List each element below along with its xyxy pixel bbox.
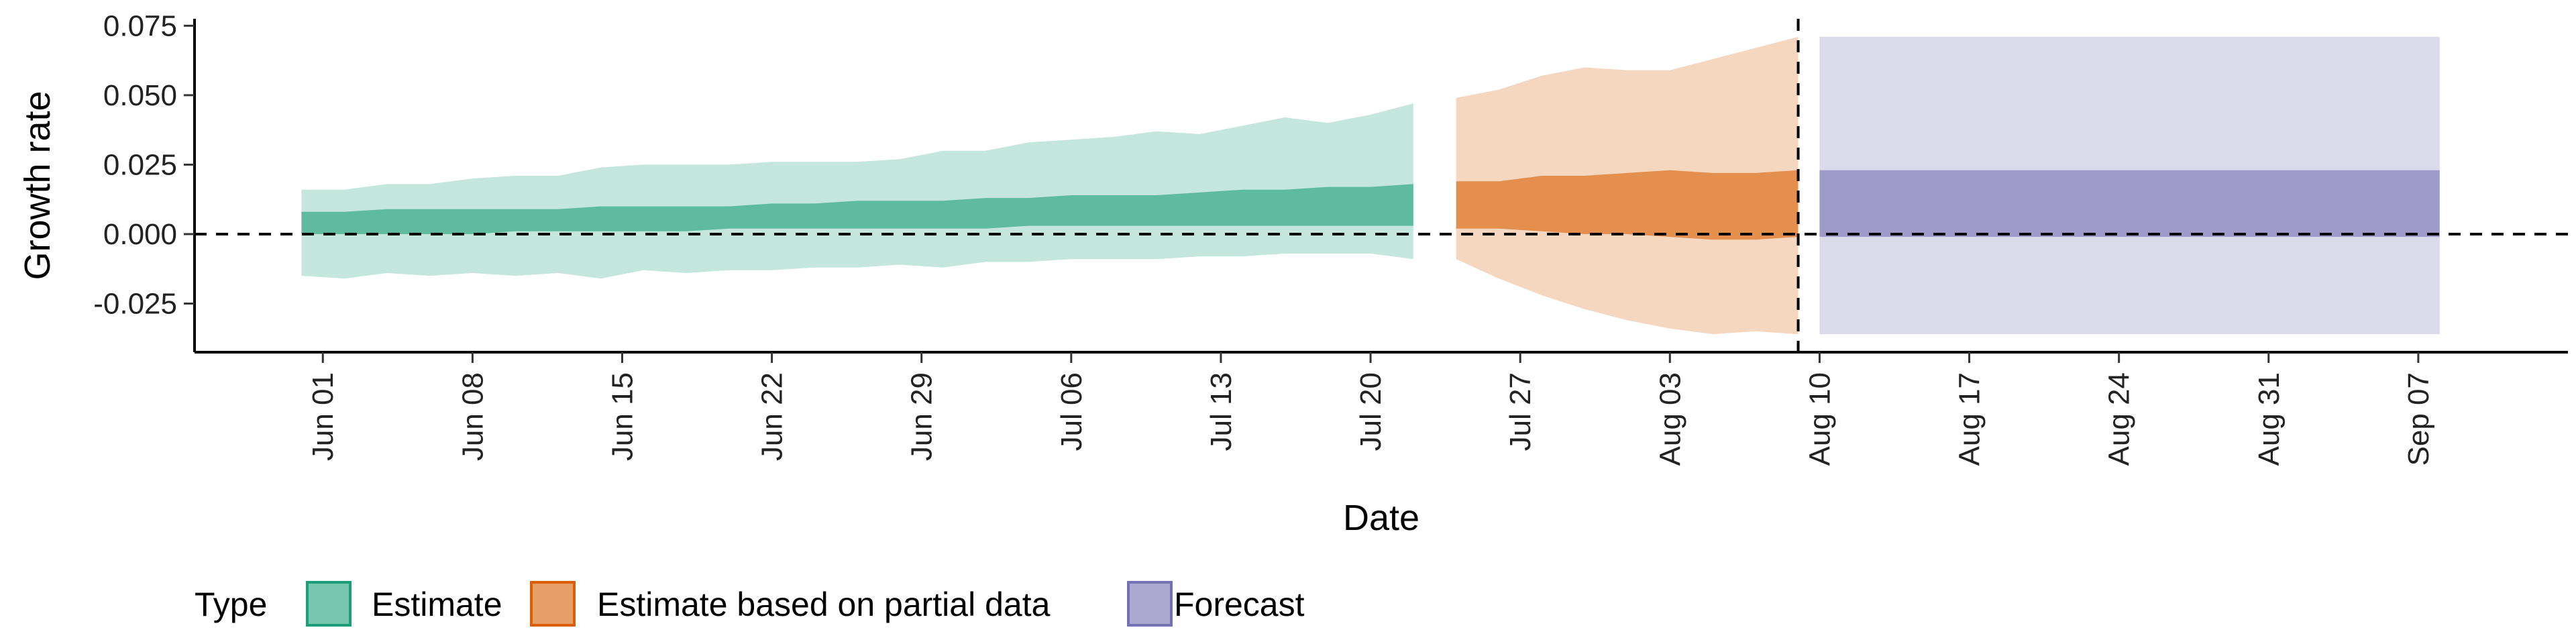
x-tick-label: Jun 15 (606, 372, 639, 461)
y-tick-label: 0.025 (103, 148, 177, 181)
x-tick-label: Jun 01 (307, 372, 339, 461)
legend-swatch-estimate-based-on-partial-data (530, 581, 576, 627)
x-tick-label: Jul 27 (1504, 372, 1537, 451)
x-axis-title: Date (1343, 498, 1419, 538)
x-ticks: Jun 01 Jun 08 Jun 15 Jun 22 Jun 29 Jul 06 Jul … (307, 352, 2435, 466)
x-tick-label: Jun 22 (756, 372, 789, 461)
y-tick-label: 0.075 (103, 9, 177, 42)
y-ticks: 0.075 0.050 0.025 0.000 -0.025 (93, 9, 195, 321)
x-tick-label: Aug 03 (1654, 372, 1686, 466)
ribbon-layer (301, 36, 2440, 335)
x-tick-label: Aug 17 (1953, 372, 1986, 466)
y-tick-label: -0.025 (93, 288, 177, 321)
forecast-ribbon-50 (1819, 170, 2440, 237)
x-tick-label: Aug 10 (1803, 372, 1836, 466)
reference-lines (195, 19, 2568, 352)
estimate-ribbon-50 (301, 184, 1413, 234)
legend: Type Estimate Estimate based on partial d… (195, 581, 1305, 627)
x-tick-label: Aug 24 (2103, 372, 2136, 466)
legend-swatch-estimate (306, 581, 352, 627)
x-tick-label: Jul 20 (1354, 372, 1387, 451)
legend-label-estimate: Estimate (372, 586, 502, 623)
y-axis-title: Growth rate (17, 91, 58, 280)
axes (193, 19, 2568, 354)
estimate-ribbon-90 (301, 103, 1413, 279)
x-tick-label: Aug 31 (2253, 372, 2286, 466)
y-tick-label: 0.000 (103, 218, 177, 251)
estimate-based-on-partial-data-ribbon-50 (1456, 170, 1799, 240)
x-tick-label: Sep 07 (2402, 372, 2435, 466)
legend-swatch-forecast (1127, 581, 1173, 627)
legend-title: Type (195, 586, 267, 623)
x-tick-label: Jun 29 (906, 372, 938, 461)
x-tick-label: Jul 13 (1205, 372, 1238, 451)
x-tick-label: Jun 08 (456, 372, 489, 461)
legend-label-forecast: Forecast (1174, 586, 1305, 623)
x-tick-label: Jul 06 (1055, 372, 1088, 451)
legend-label-estimate-based-on-partial-data: Estimate based on partial data (597, 586, 1051, 623)
y-tick-label: 0.050 (103, 79, 177, 112)
